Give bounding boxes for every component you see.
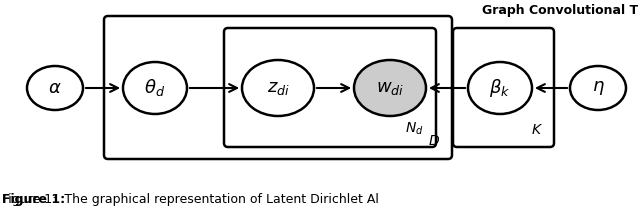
Ellipse shape <box>27 66 83 110</box>
Text: $w_{di}$: $w_{di}$ <box>376 79 404 97</box>
Text: $\beta_k$: $\beta_k$ <box>490 77 511 99</box>
Text: $\mathit{D}$: $\mathit{D}$ <box>428 134 440 148</box>
Ellipse shape <box>354 60 426 116</box>
Ellipse shape <box>123 62 187 114</box>
Text: $\alpha$: $\alpha$ <box>48 79 62 97</box>
Text: Graph Convolutional T: Graph Convolutional T <box>482 4 638 17</box>
Text: $\theta_d$: $\theta_d$ <box>145 78 166 99</box>
Text: $\eta$: $\eta$ <box>591 79 604 97</box>
Text: Figure 1:: Figure 1: <box>2 193 65 206</box>
Text: $N_d$: $N_d$ <box>405 121 424 137</box>
Text: $\mathit{K}$: $\mathit{K}$ <box>531 123 543 137</box>
Text: $z_{di}$: $z_{di}$ <box>266 79 289 97</box>
Text: Figure 1:  The graphical representation of Latent Dirichlet Al: Figure 1: The graphical representation o… <box>2 193 379 206</box>
Ellipse shape <box>242 60 314 116</box>
Ellipse shape <box>468 62 532 114</box>
Ellipse shape <box>570 66 626 110</box>
